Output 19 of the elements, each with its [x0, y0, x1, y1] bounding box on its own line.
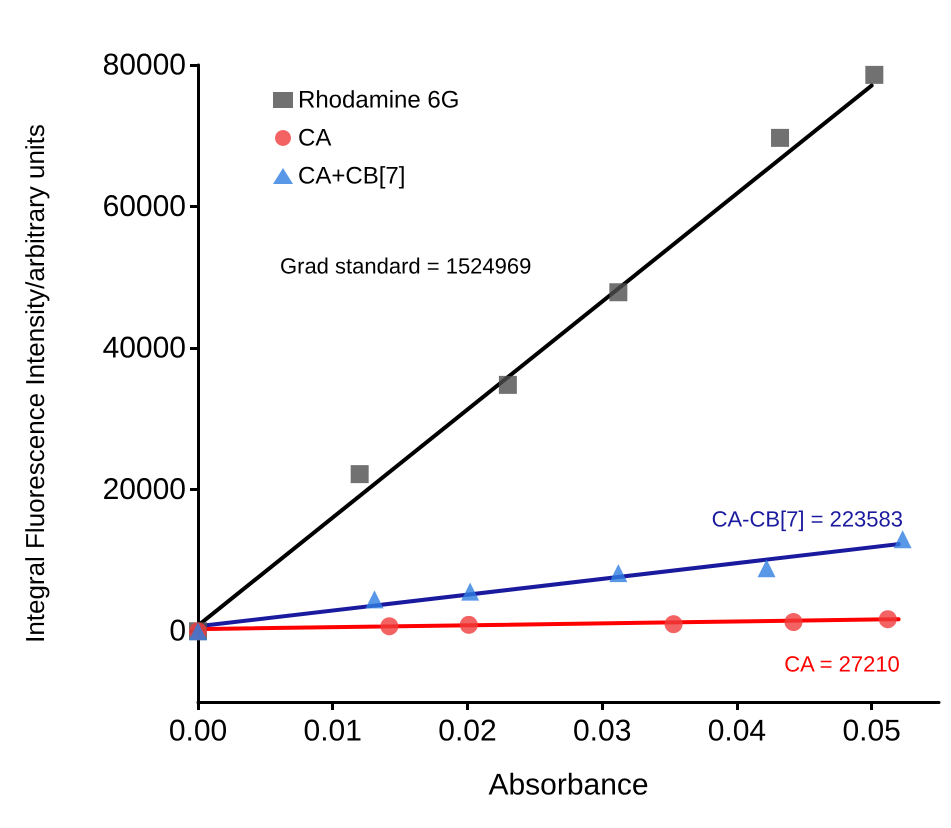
x-tick-label: 0.02	[438, 714, 497, 748]
y-tick-label: 0	[169, 614, 186, 648]
y-tick-label: 60000	[102, 190, 186, 224]
legend-label: Rhodamine 6G	[298, 86, 460, 114]
legend-label: CA	[298, 124, 332, 152]
annotation: Grad standard = 1524969	[280, 254, 532, 278]
x-tick-label: 0.03	[572, 714, 632, 748]
annotation: CA-CB[7] = 223583	[712, 506, 904, 532]
y-tick-label: 40000	[102, 332, 186, 365]
annotation: CA = 27210	[784, 652, 900, 676]
y-axis-title: Integral Fluorescence Intensity/arbitrary units	[20, 124, 50, 643]
legend-label: CA+CB[7]	[298, 162, 406, 190]
x-axis-title: Absorbance	[488, 768, 649, 802]
x-tick-label: 0.00	[168, 714, 228, 748]
y-tick-label: 20000	[102, 473, 186, 506]
x-tick-label: 0.04	[708, 714, 766, 748]
y-tick-label: 80000	[102, 48, 186, 82]
x-tick-label: 0.01	[304, 714, 362, 748]
x-tick-label: 0.05	[842, 714, 901, 748]
